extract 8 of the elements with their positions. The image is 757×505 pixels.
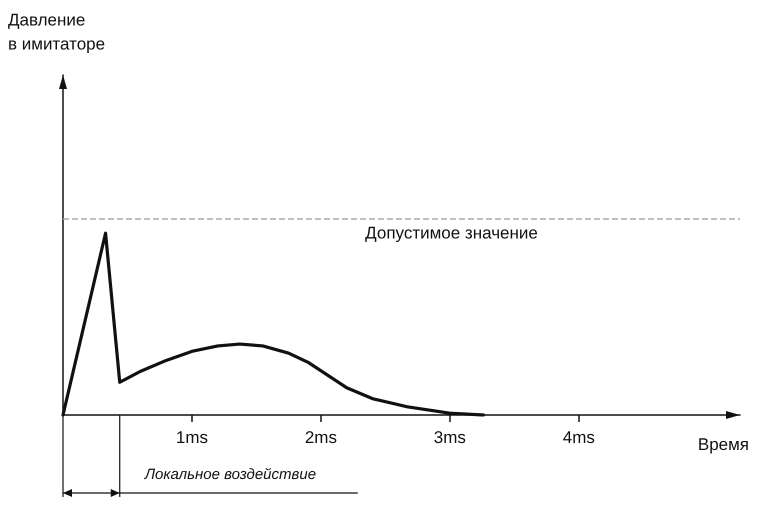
x-tick-label: 2ms [304,428,337,447]
x-tick-label: 4ms [562,428,595,447]
y-axis-title: Давление в имитаторе [8,10,106,54]
x-tick-label: 1ms [176,428,208,447]
ref-line-label: Допустимое значение [365,224,538,243]
x-tick-label: 3ms [434,428,466,447]
text: Локальное воздействие [144,466,316,483]
x-axis-title: Время [698,435,750,454]
